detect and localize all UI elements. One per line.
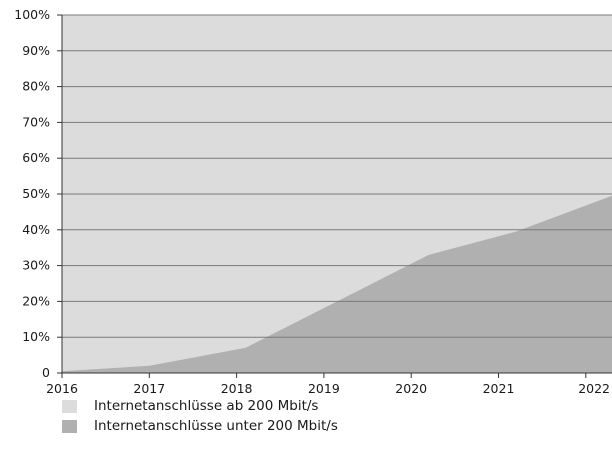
y-tick-label: 50% [22,186,50,201]
legend-label-ab-200: Internetanschlüsse ab 200 Mbit/s [94,398,319,414]
y-tick-label: 90% [22,43,50,58]
y-tick-label: 60% [22,150,50,165]
area-series-unter-200 [62,195,612,373]
x-tick-label-2020: 2020 [395,381,427,396]
legend-swatch-unter-200 [62,419,77,433]
x-tick-label-2022: 2022 [578,381,610,396]
legend-item-ab-200: Internetanschlüsse ab 200 Mbit/s [62,396,338,416]
y-tick-label: 20% [22,293,50,308]
chart-legend: Internetanschlüsse ab 200 Mbit/s Interne… [62,396,338,436]
y-tick-label: 40% [22,222,50,237]
legend-item-unter-200: Internetanschlüsse unter 200 Mbit/s [62,416,338,436]
x-tick-label-2017: 2017 [133,381,165,396]
y-tick-label: 0 [42,365,50,380]
legend-label-unter-200: Internetanschlüsse unter 200 Mbit/s [94,418,338,434]
x-tick-label-2019: 2019 [308,381,340,396]
y-tick-label: 100% [14,7,50,22]
y-tick-label: 80% [22,79,50,94]
x-tick-label-2021: 2021 [483,381,515,396]
y-tick-label: 30% [22,258,50,273]
legend-swatch-ab-200 [62,399,77,413]
y-tick-label: 70% [22,114,50,129]
x-tick-label-2018: 2018 [221,381,253,396]
y-tick-label: 10% [22,329,50,344]
x-tick-label-2016: 2016 [46,381,78,396]
